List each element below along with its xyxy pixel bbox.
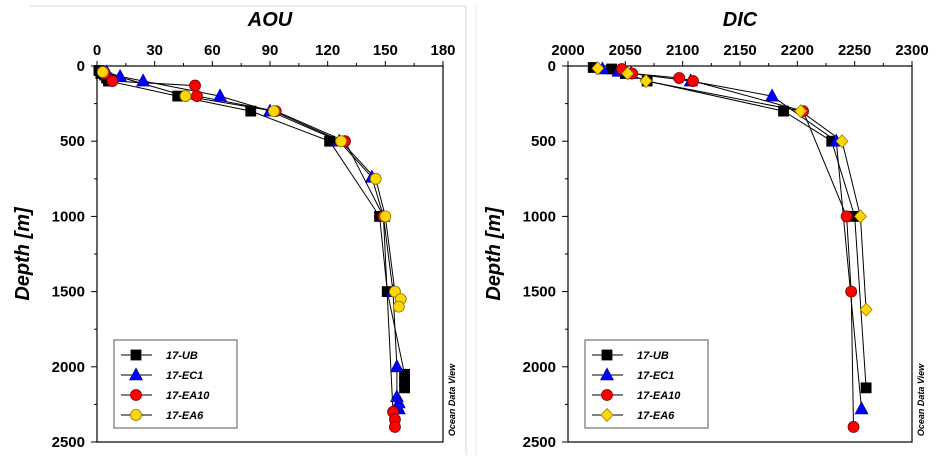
y-tick-label: 0: [548, 58, 556, 75]
data-point: [213, 88, 228, 102]
chart-panel-dic: 2000 2050 2100 2150 2200 2250 2300 0 500 1000 1500…: [483, 9, 929, 451]
data-point: [379, 210, 392, 223]
x-tick-label: 180: [430, 42, 455, 59]
x-tick-label: 60: [204, 42, 221, 59]
legend-label: 17-EA10: [166, 390, 210, 402]
legend-item: 17-EA6: [121, 409, 204, 422]
data-point: [845, 285, 858, 298]
y-axis-label: Depth [m]: [483, 206, 505, 301]
legend-label: 17-UB: [637, 350, 669, 362]
data-point: [106, 75, 119, 87]
y-tick-label: 2500: [52, 434, 85, 451]
chart-title: DIC: [723, 9, 758, 31]
legend-marker: [128, 367, 144, 381]
legend-label: 17-EC1: [166, 370, 203, 382]
x-tick-label: 150: [373, 42, 398, 59]
series-line-17-ea6: [597, 67, 867, 310]
data-point: [840, 210, 853, 223]
data-point: [245, 105, 257, 117]
legend-marker: [130, 349, 142, 361]
data-point: [389, 359, 404, 373]
ocean-data-view-watermark: Ocean Data View: [916, 363, 926, 436]
data-point: [687, 75, 699, 87]
data-point: [399, 382, 410, 394]
legend-marker: [130, 409, 142, 421]
x-tick-label: 2250: [838, 42, 871, 59]
data-point: [335, 135, 348, 148]
data-point: [765, 88, 780, 102]
legend-marker: [599, 367, 615, 381]
y-tick-label: 1500: [523, 284, 556, 301]
data-point: [189, 79, 201, 92]
x-tick-label: 90: [262, 42, 279, 59]
x-tick-label: 2100: [666, 42, 699, 59]
legend-label: 17-EA6: [166, 410, 204, 422]
data-point: [179, 90, 192, 102]
legend-item: 17-EA6: [592, 407, 675, 423]
legend-label: 17-EA6: [637, 410, 675, 422]
y-tick-label: 2500: [523, 434, 556, 451]
y-tick-label: 1500: [52, 284, 85, 301]
data-point: [639, 74, 653, 89]
x-tick-label: 2050: [609, 42, 642, 59]
data-point: [778, 105, 789, 117]
y-tick-label: 0: [77, 58, 85, 75]
ocean-data-view-watermark: Ocean Data View: [447, 363, 457, 436]
legend-item: 17-EC1: [121, 367, 203, 382]
legend-item: 17-UB: [121, 349, 198, 362]
chart-title: AOU: [247, 9, 293, 31]
data-point: [835, 134, 849, 149]
legend-marker: [601, 349, 613, 361]
data-point: [621, 66, 635, 81]
x-tick-label: 120: [315, 42, 340, 59]
legend-marker: [601, 389, 613, 401]
data-point: [673, 72, 686, 84]
data-point: [860, 382, 872, 394]
data-point: [591, 61, 605, 76]
data-point: [389, 421, 401, 433]
data-point: [369, 172, 382, 185]
legend-item: 17-UB: [592, 349, 669, 362]
y-axis-label: Depth [m]: [12, 206, 34, 301]
data-point: [859, 302, 873, 317]
legend-label: 17-EC1: [637, 370, 674, 382]
legend-item: 17-EA10: [121, 389, 210, 402]
y-tick-label: 500: [60, 133, 85, 150]
data-point: [267, 105, 280, 118]
x-tick-label: 2150: [723, 42, 756, 59]
x-tick-label: 0: [93, 42, 101, 59]
data-point: [794, 104, 808, 119]
legend-marker: [600, 407, 614, 423]
data-point: [136, 73, 151, 87]
x-tick-label: 2300: [895, 42, 928, 59]
data-point: [853, 209, 867, 224]
y-tick-label: 2000: [523, 359, 556, 376]
series-line-17-ea10: [621, 68, 854, 428]
legend-label: 17-UB: [166, 350, 198, 362]
legend-label: 17-EA10: [637, 390, 681, 402]
data-point: [96, 66, 109, 78]
y-tick-label: 500: [531, 133, 556, 150]
y-tick-label: 1000: [52, 208, 85, 225]
legend-item: 17-EA10: [592, 389, 681, 402]
y-tick-label: 1000: [523, 208, 556, 225]
y-tick-label: 2000: [52, 359, 85, 376]
legend-item: 17-EC1: [592, 367, 674, 382]
data-point: [854, 401, 869, 415]
series-17-ea6: [96, 66, 407, 313]
chart-panel-aou: 0 30 60 90 120 150 180 0 500 1000 1500 2000 2500 AOU D…: [12, 9, 457, 451]
x-tick-label: 30: [146, 42, 163, 59]
legend-marker: [130, 389, 142, 401]
data-point: [847, 421, 860, 433]
data-point: [191, 90, 203, 102]
x-tick-label: 2200: [781, 42, 814, 59]
legend: 17-UB 17-EC1 17-EA10 17-EA6: [584, 339, 709, 429]
x-tick-label: 2000: [551, 42, 584, 59]
data-point: [392, 300, 405, 313]
data-point: [324, 135, 335, 147]
legend: 17-UB 17-EC1 17-EA10 17-EA6: [113, 339, 238, 429]
series-17-ea6: [591, 61, 873, 317]
